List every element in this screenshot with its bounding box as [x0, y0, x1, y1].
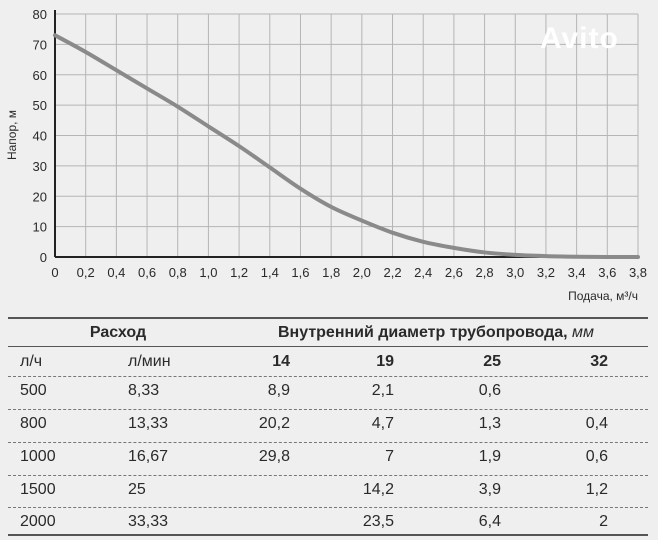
table-cell: 500 — [20, 382, 47, 399]
table-cell: 23,5 — [362, 513, 394, 530]
table-cell: 7 — [385, 448, 394, 465]
table-cell: 2 — [599, 513, 608, 530]
table-cell: 8,9 — [267, 382, 290, 399]
x-tick-label: 3,4 — [568, 265, 586, 280]
y-tick-label: 10 — [33, 220, 47, 235]
table-cell: 1,2 — [585, 481, 608, 498]
table-cell: 33,33 — [128, 513, 169, 530]
y-axis-label: Напор, м — [5, 110, 19, 160]
x-tick-label: 3,2 — [537, 265, 555, 280]
x-tick-label: 3,8 — [629, 265, 647, 280]
table-cell: 3,9 — [478, 481, 501, 498]
x-tick-labels: 0 0,2 0,4 0,6 0,8 1,0 1,2 1,4 1,6 1,8 2,0 2,2 2,4 2,6… — [51, 265, 647, 280]
pump-curve-chart: 0 0,2 0,4 0,6 0,8 1,0 1,2 1,4 1,6 1,8 2,0 2,2 2,4 2,6… — [5, 7, 647, 303]
table-cell: 13,33 — [128, 415, 169, 432]
table-cell: 16,67 — [128, 448, 169, 465]
header-diameter-text: Внутренний диаметр трубопровода, — [278, 324, 568, 341]
x-tick-label: 1,8 — [322, 265, 340, 280]
row-divider — [8, 442, 648, 443]
table-cell: 1,3 — [478, 415, 501, 432]
table-cell: 8,33 — [128, 382, 160, 399]
column-header: 32 — [590, 353, 608, 370]
table-cell: 1500 — [20, 481, 56, 498]
x-axis-label: Подача, м³/ч — [568, 289, 638, 303]
table-cell: 1,9 — [478, 448, 501, 465]
x-tick-label: 3,0 — [506, 265, 524, 280]
table-bottom-rule — [8, 534, 648, 536]
table-cell: 0,4 — [585, 415, 608, 432]
x-tick-label: 2,0 — [353, 265, 371, 280]
y-tick-label: 70 — [33, 37, 47, 52]
table-cell: 6,4 — [478, 513, 501, 530]
x-tick-label: 0 — [51, 265, 58, 280]
watermark-logo: Avito — [540, 22, 619, 55]
column-header: л/ч — [20, 353, 43, 370]
x-tick-label: 3,6 — [598, 265, 616, 280]
table-cell: 2,1 — [371, 382, 394, 399]
x-tick-label: 1,6 — [291, 265, 309, 280]
header-rule — [8, 346, 648, 347]
x-tick-label: 2,8 — [476, 265, 494, 280]
x-tick-label: 0,8 — [169, 265, 187, 280]
table-cell: 29,8 — [258, 448, 290, 465]
x-tick-label: 1,4 — [261, 265, 279, 280]
series-line — [53, 33, 640, 260]
table-cell: 800 — [20, 415, 47, 432]
table-cell: 20,2 — [258, 415, 290, 432]
y-tick-label: 20 — [33, 189, 47, 204]
x-tick-label: 1,2 — [230, 265, 248, 280]
table-cell: 0,6 — [585, 448, 608, 465]
table-top-rule — [8, 317, 648, 319]
row-divider — [8, 507, 648, 508]
row-divider — [8, 409, 648, 410]
header-flow: Расход — [89, 324, 147, 341]
table-cell: 0,6 — [478, 382, 501, 399]
header-diameter: Внутренний диаметр трубопровода, мм — [278, 324, 594, 342]
x-tick-label: 2,4 — [414, 265, 432, 280]
x-tick-label: 2,2 — [383, 265, 401, 280]
table-cell: 2000 — [20, 513, 56, 530]
table-cell: 4,7 — [371, 415, 394, 432]
grid — [55, 13, 639, 257]
y-tick-label: 30 — [33, 159, 47, 174]
row-divider — [8, 376, 648, 377]
x-tick-label: 0,4 — [107, 265, 125, 280]
column-header: 25 — [483, 353, 501, 370]
column-header: л/мин — [128, 353, 171, 370]
y-tick-label: 50 — [33, 98, 47, 113]
column-header: 14 — [272, 353, 290, 370]
x-tick-label: 0,2 — [77, 265, 95, 280]
y-tick-label: 60 — [33, 68, 47, 83]
y-tick-label: 40 — [33, 129, 47, 144]
x-tick-label: 0,6 — [138, 265, 156, 280]
table-cell: 25 — [128, 481, 146, 498]
header-diameter-unit: мм — [572, 324, 594, 341]
y-tick-label: 0 — [40, 250, 47, 265]
table-cell: 14,2 — [362, 481, 394, 498]
x-tick-label: 1,0 — [199, 265, 217, 280]
x-tick-label: 2,6 — [445, 265, 463, 280]
table-cell: 1000 — [20, 448, 56, 465]
column-header: 19 — [376, 353, 394, 370]
row-divider — [8, 475, 648, 476]
y-tick-label: 80 — [33, 7, 47, 22]
y-tick-labels: 0 10 20 30 40 50 60 70 80 — [33, 7, 47, 265]
